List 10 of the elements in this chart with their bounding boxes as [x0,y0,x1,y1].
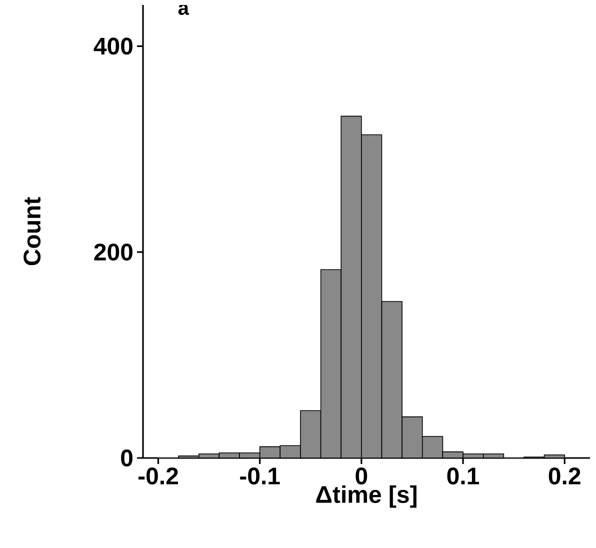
x-tick-label: -0.1 [240,468,280,485]
x-tick-label: -0.2 [138,468,178,485]
y-tick-label: 0 [121,450,132,466]
y-tick-label: 400 [94,38,132,55]
x-axis-title: Δtime [s] [316,485,416,508]
x-tick-label: 0.2 [548,468,580,485]
y-axis-title: Count [24,197,41,266]
x-tick-label: 0 [356,468,368,485]
x-tick-label: 0.1 [447,468,480,485]
y-tick-label: 200 [94,244,132,261]
